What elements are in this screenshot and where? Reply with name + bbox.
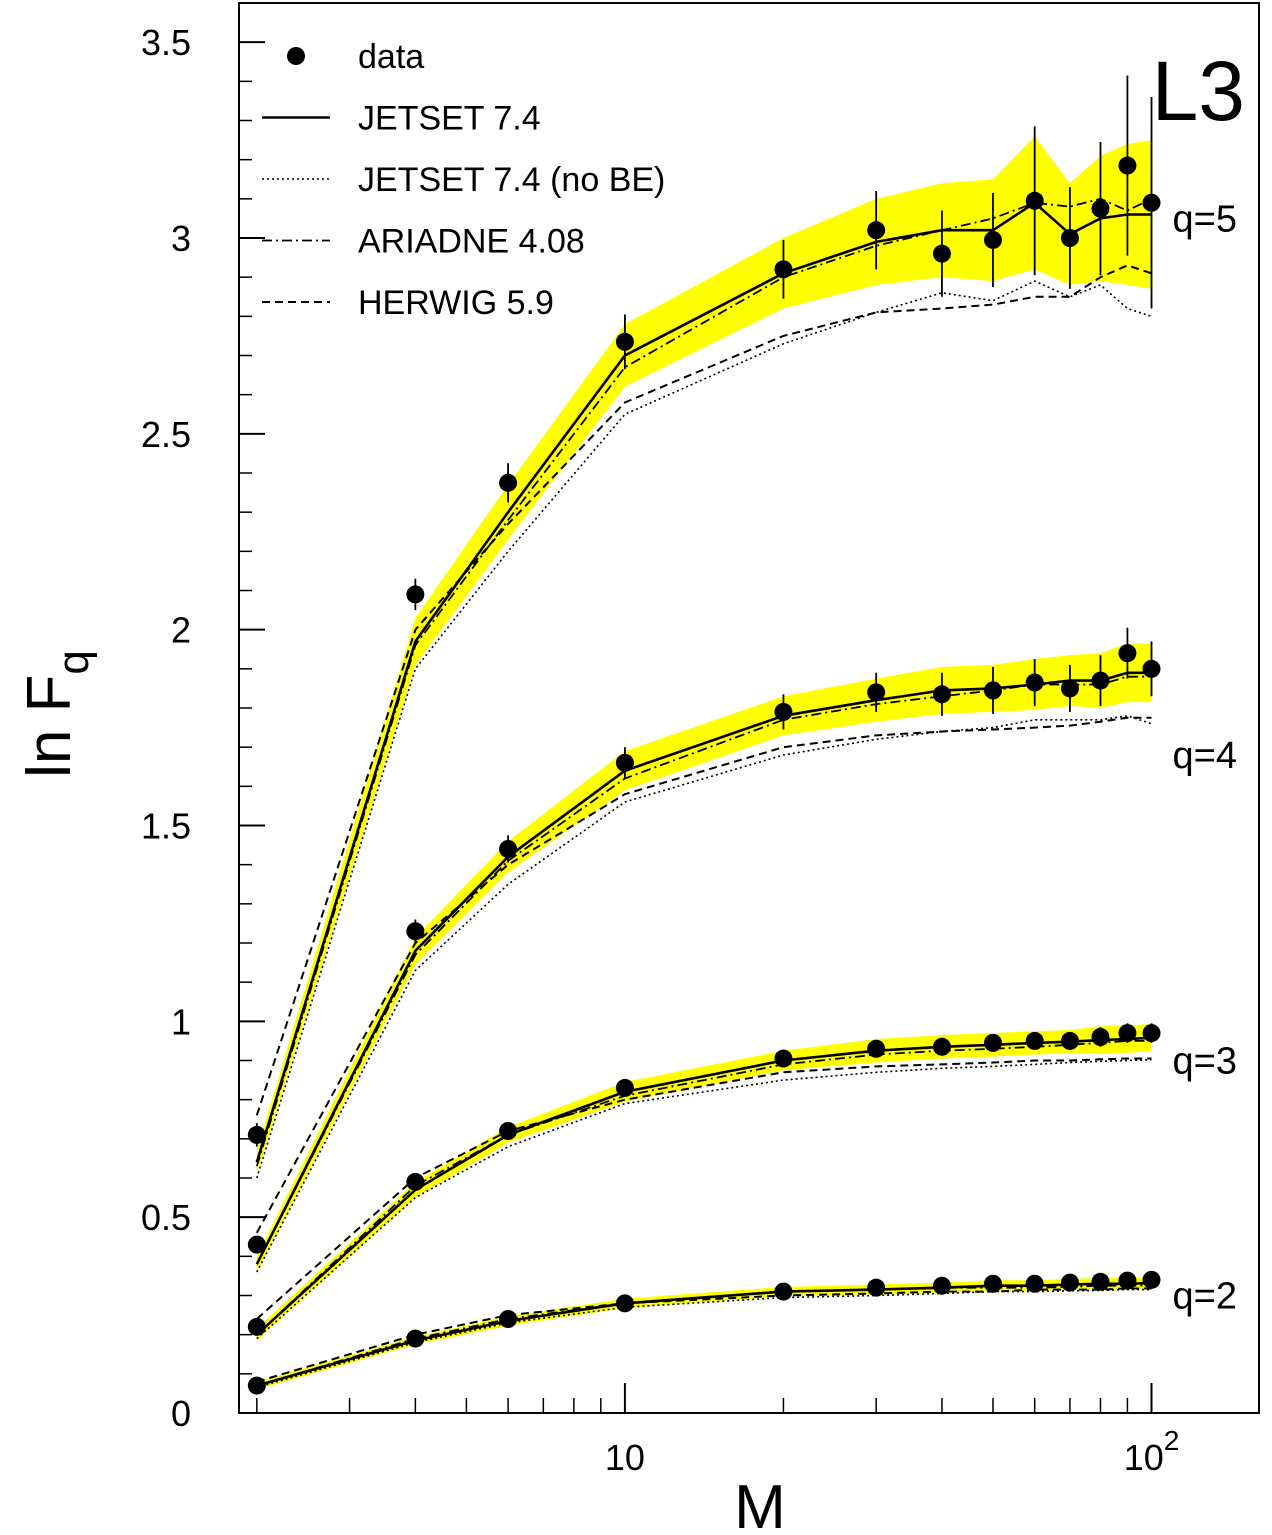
data-point (1142, 659, 1161, 678)
data-point (867, 1039, 886, 1058)
axes: 0 0.5 1 1.5 2 2.5 3 3.5 10 102 (141, 2, 1180, 1478)
data-point (932, 1276, 951, 1295)
data-point (983, 681, 1002, 700)
data-point (615, 332, 634, 351)
data-point (1091, 199, 1110, 218)
data-point (1060, 1031, 1079, 1050)
jetset-band (256, 1024, 1152, 1341)
data-point (615, 1294, 634, 1313)
y-tick-label: 3 (171, 218, 191, 259)
data-point (1118, 156, 1137, 175)
data-point (499, 1122, 518, 1140)
y-axis-title: ln Fq (15, 650, 98, 778)
data-point (867, 221, 886, 240)
data-point (983, 1274, 1002, 1293)
x-axis-title: M (734, 1473, 786, 1535)
data-point (406, 1329, 425, 1348)
data-point (1142, 193, 1161, 212)
data-point (1118, 644, 1137, 663)
y-tick-label: 1 (171, 1001, 191, 1042)
legend-label: JETSET 7.4 (no BE) (358, 161, 665, 199)
data-point (932, 244, 951, 263)
data-points (247, 75, 1161, 1395)
data-point (774, 260, 793, 279)
data-point (867, 1278, 886, 1297)
data-point (406, 585, 425, 604)
legend-label: data (358, 38, 424, 76)
data-point (932, 1037, 951, 1056)
herwig-curve (255, 264, 1152, 1116)
y-tick-label: 2 (171, 610, 191, 651)
data-point (774, 702, 793, 721)
data-point (1118, 1024, 1137, 1043)
y-tick-label: 0 (171, 1393, 191, 1434)
y-axis-title-sub: q (49, 650, 98, 674)
data-point (1091, 671, 1110, 690)
y-tick-label: 3.5 (141, 22, 191, 63)
x-tick-label: 10 (605, 1437, 645, 1478)
data-point (247, 1125, 266, 1144)
legend-marker (287, 47, 305, 65)
data-point (406, 922, 425, 941)
q-label: q=2 (1173, 1276, 1237, 1318)
data-point (615, 753, 634, 772)
data-point (1142, 1024, 1161, 1043)
data-point (1091, 1028, 1110, 1046)
data-point (499, 1310, 518, 1328)
data-point (499, 840, 518, 858)
data-point (1060, 679, 1079, 698)
legend-label: JETSET 7.4 (358, 100, 541, 138)
q-label: q=4 (1173, 735, 1237, 777)
y-tick-label: 1.5 (141, 806, 191, 847)
data-point (499, 473, 518, 492)
data-point (932, 685, 951, 704)
curve-labels: q=2 q=3 q=4 q=5 (1173, 198, 1237, 1317)
x-tick-label: 102 (1124, 1425, 1180, 1478)
data-point (867, 683, 886, 702)
data-point (247, 1235, 266, 1254)
q-label: q=3 (1173, 1041, 1237, 1083)
legend: data JETSET 7.4 JETSET 7.4 (no BE) ARIADNE … (262, 38, 665, 322)
data-point (1091, 1272, 1110, 1291)
data-point (1025, 1031, 1044, 1050)
data-point (1025, 1274, 1044, 1293)
data-point (1142, 1270, 1161, 1289)
data-point (1118, 1271, 1137, 1290)
data-point (774, 1049, 793, 1068)
data-point (1025, 191, 1044, 210)
data-point (247, 1317, 266, 1336)
herwig-curve (255, 716, 1152, 1234)
y-tick-label: 2.5 (141, 414, 191, 455)
data-point (1060, 1273, 1079, 1292)
nobe-curve (256, 1058, 1152, 1340)
data-point (1025, 673, 1044, 692)
jetset-band (256, 643, 1152, 1272)
experiment-logo: L3 (1152, 44, 1245, 138)
legend-label: ARIADNE 4.08 (358, 223, 585, 261)
data-point (1060, 229, 1079, 247)
data-point (615, 1078, 634, 1097)
y-axis-title-main: ln F (15, 675, 84, 778)
data-point (983, 230, 1002, 249)
data-point (247, 1376, 266, 1395)
legend-label: HERWIG 5.9 (358, 284, 554, 322)
data-point (983, 1033, 1002, 1052)
y-tick-label: 0.5 (141, 1197, 191, 1238)
data-point (774, 1282, 793, 1301)
q-label: q=5 (1173, 198, 1237, 240)
data-point (406, 1172, 425, 1191)
